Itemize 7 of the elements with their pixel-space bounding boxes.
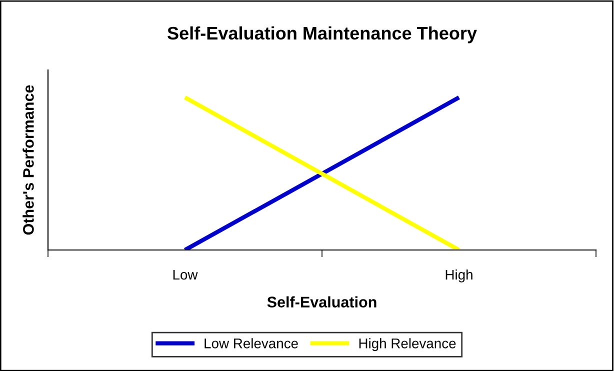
chart-title: Self-Evaluation Maintenance Theory: [168, 26, 477, 44]
legend-label: Low Relevance: [204, 338, 298, 348]
x-tick-label: High: [446, 269, 472, 282]
legend-label: High Relevance: [359, 338, 456, 352]
y-axis-title: Other's Performance: [22, 85, 34, 235]
x-axis-title: Self-Evaluation: [267, 296, 376, 308]
x-tick-label: Low: [173, 270, 198, 280]
